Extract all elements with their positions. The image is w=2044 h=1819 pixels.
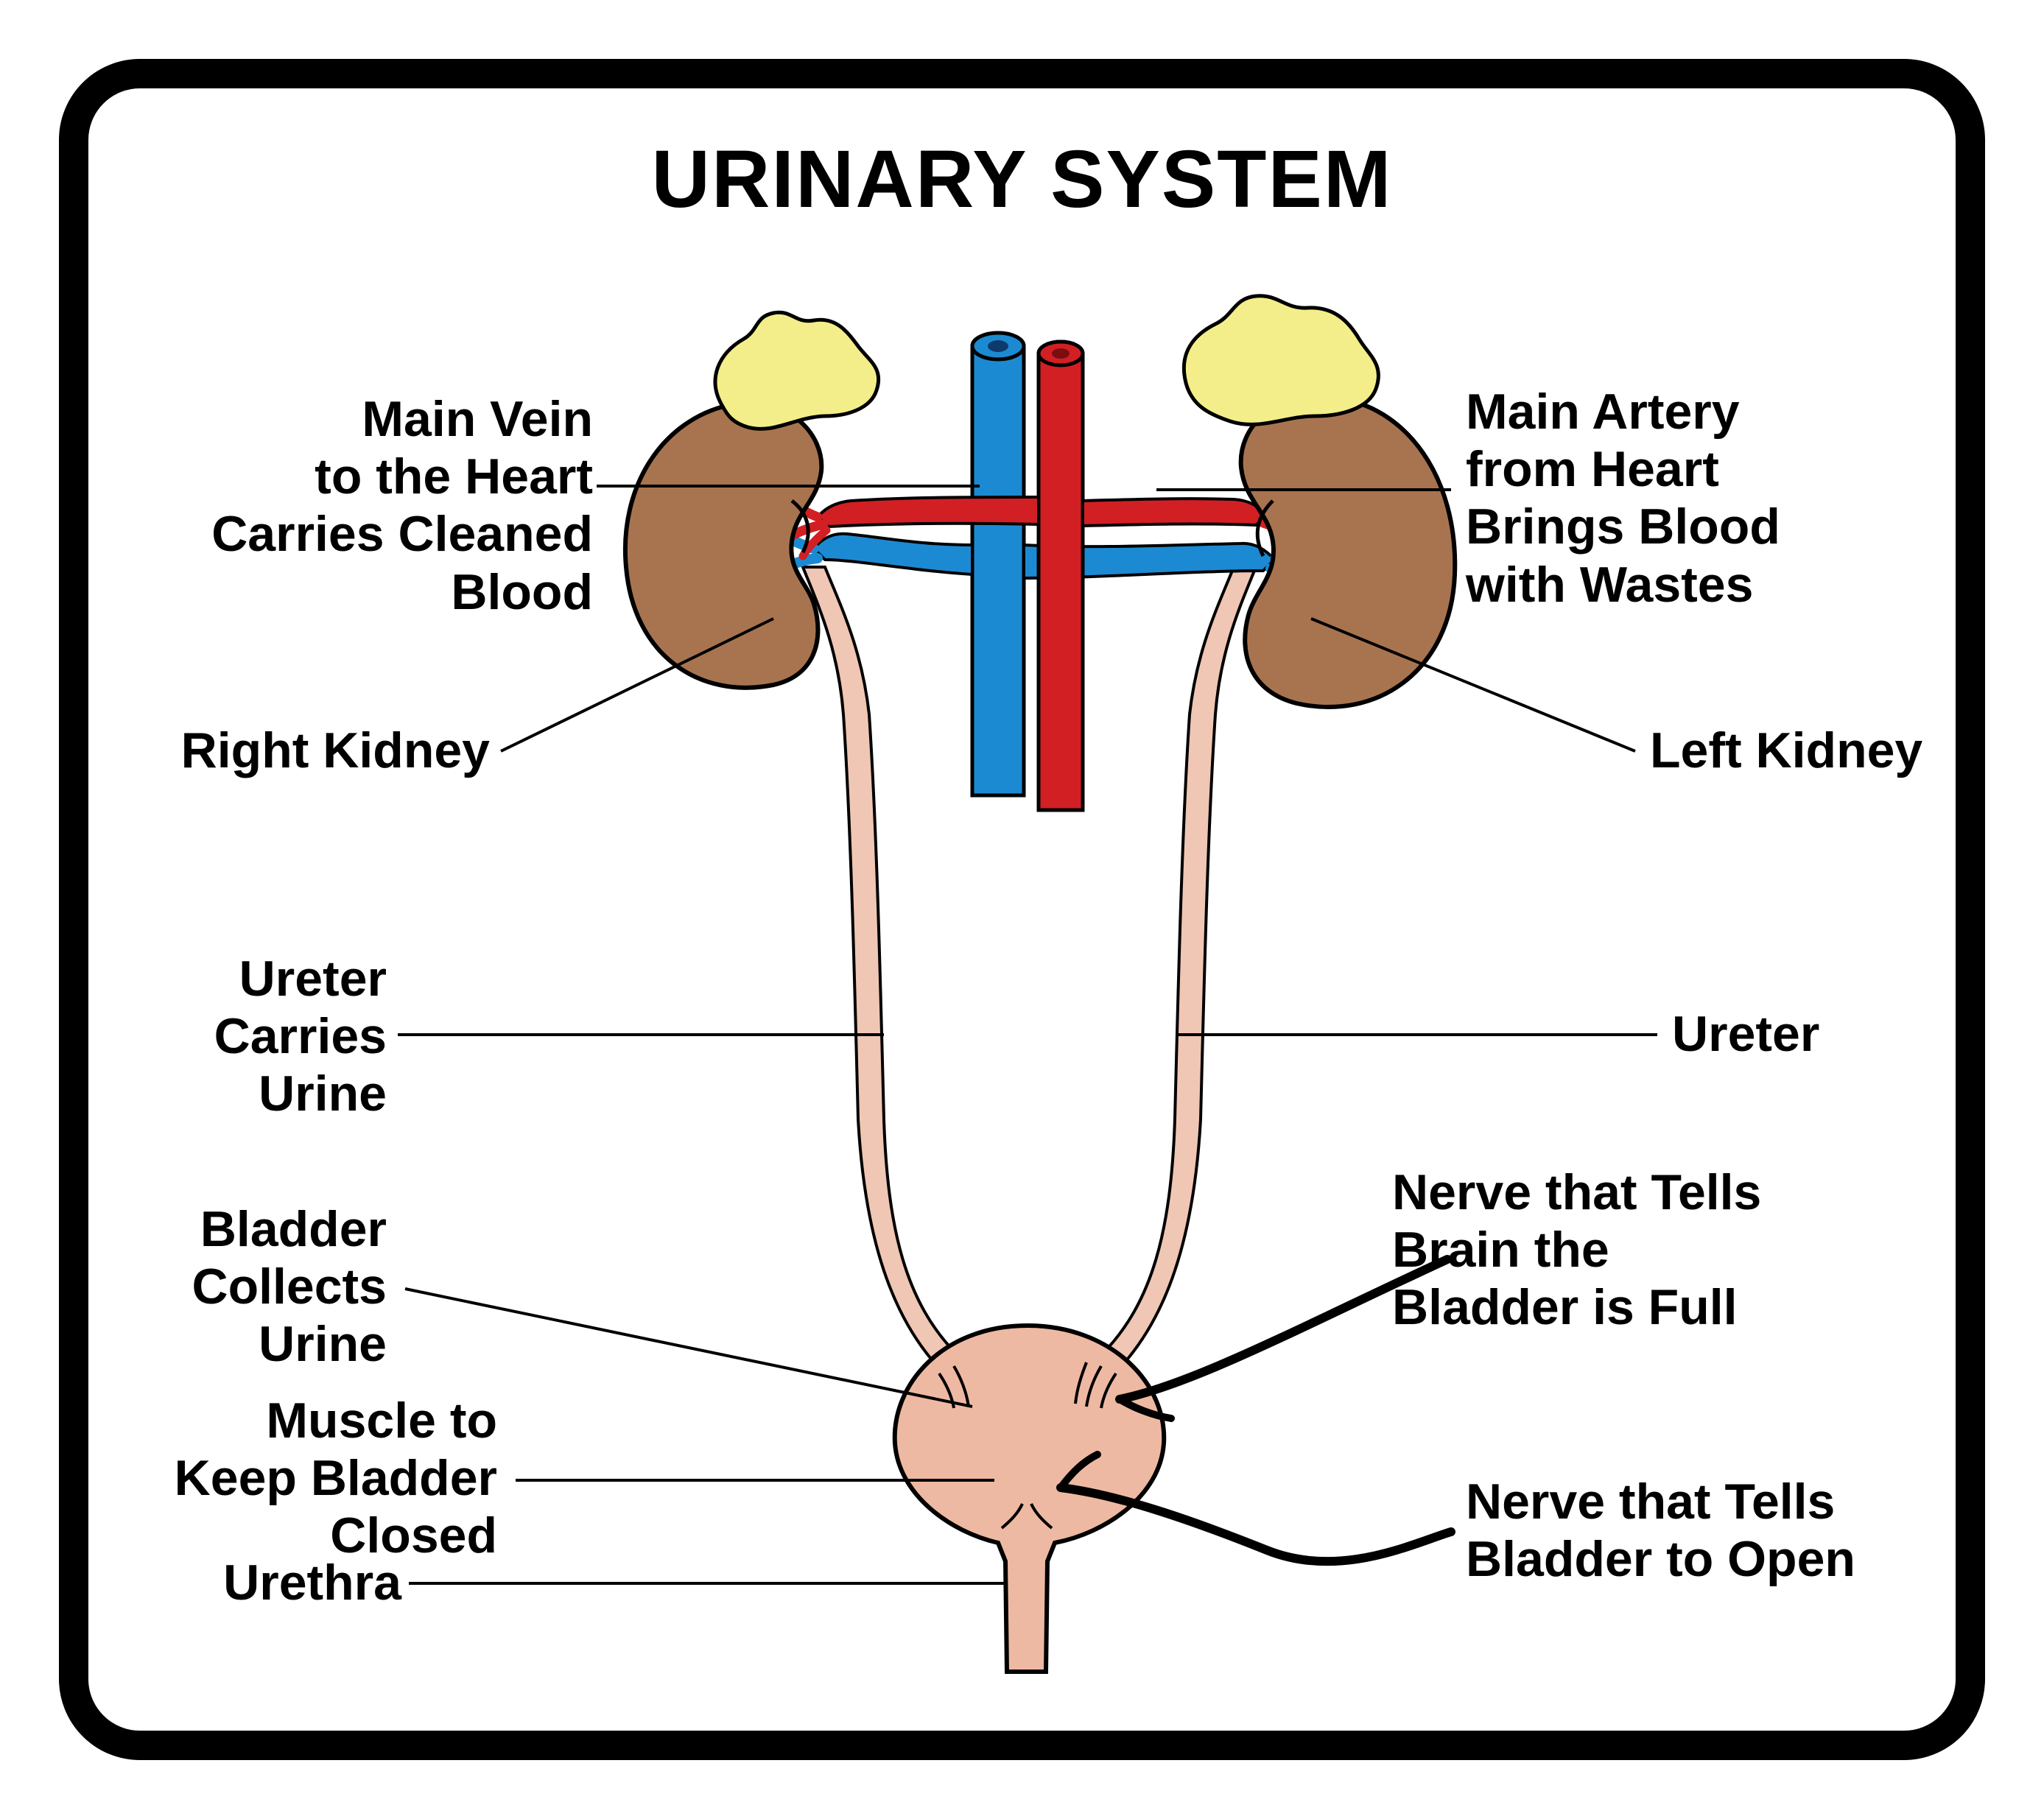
adrenal-left (1184, 296, 1378, 425)
right-kidney (625, 403, 821, 687)
adrenal-right (715, 312, 879, 429)
diagram-frame: URINARY SYSTEM Main Vein to the Heart Ca… (59, 59, 1985, 1760)
left-kidney (1241, 397, 1455, 707)
urinary-system-diagram (88, 88, 1956, 1731)
ureter-left-tube (1079, 567, 1256, 1392)
ureter-right-tube (803, 567, 980, 1392)
